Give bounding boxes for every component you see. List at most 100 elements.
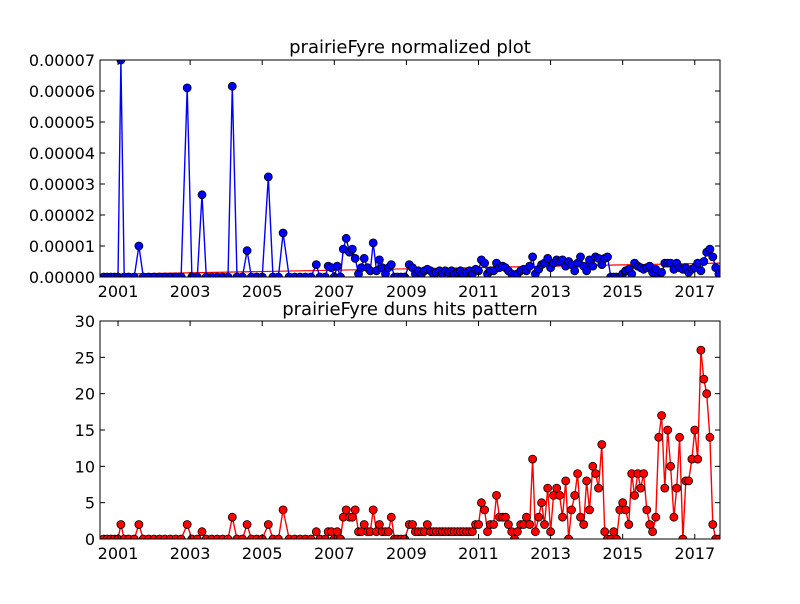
duns-hits-data-point [699,374,709,384]
x-tick-label: 2011 [458,282,499,301]
duns-hits-data-point [134,520,144,529]
duns-hits-data-point [666,461,675,471]
x-tick-label: 2005 [242,282,283,301]
duns-hits-data-point [501,512,510,522]
duns-hits-data-point [278,505,288,515]
normalized-data-point [311,260,321,270]
duns-hits-panel: prairieFyre duns hits pattern 0 5 10 15 20 25… [75,299,721,563]
duns-hits-data-point [588,461,598,471]
normalized-data-point [543,253,553,263]
x-tick-label: 2015 [602,282,643,301]
normalized-data-point [197,190,207,200]
normalized-data-point [368,238,378,248]
normalized-data-point [242,246,252,256]
duns-hits-data-point [579,520,589,529]
duns-hits-data-point [192,534,202,539]
duns-hits-marker-layer [100,345,720,539]
duns-hits-data-point [582,476,591,486]
y-tick-label: 15 [75,421,95,440]
duns-hits-data-point [242,520,252,529]
y-tick-label: 0.00004 [29,144,95,163]
duns-hits-data-point [238,534,247,539]
duns-hits-data-point [274,534,283,539]
normalized-data-point [696,266,706,276]
normalized-data-point [332,261,342,271]
duns-hits-data-point [341,505,351,515]
x-tick-label: 2009 [386,282,427,301]
duns-hits-data-point [639,469,648,479]
x-tick-label: 2013 [530,282,571,301]
duns-hits-data-point [552,483,562,493]
duns-hits-data-point [227,512,237,522]
duns-hits-data-point [503,520,513,529]
duns-hits-data-point [386,512,396,522]
duns-hits-data-point [116,520,126,529]
duns-hits-data-point [648,527,657,537]
x-tick-label: 2005 [242,544,283,563]
duns-hits-data-point [642,505,652,515]
duns-hits-data-point [263,520,273,529]
x-tick-label: 2001 [98,544,139,563]
normalized-data-point [223,272,233,277]
duns-hits-data-point [336,534,345,539]
duns-hits-data-point [476,498,486,508]
y-tick-label: 0.00003 [29,175,95,194]
normalized-data-point [263,172,273,182]
duns-hits-data-point [408,520,417,529]
normalized-data-point [588,261,598,271]
normalized-data-point [576,252,585,262]
normalized-data-point [134,241,144,251]
duns-hits-data-point [474,520,483,529]
duns-hits-data-point [624,520,634,529]
y-tick-label: 0.00000 [29,268,95,287]
duns-hits-data-point [129,534,139,539]
duns-hits-data-point [597,440,607,449]
normalized-data-point [350,253,360,263]
y-tick-label: 30 [75,312,95,331]
x-tick-label: 2011 [458,544,499,563]
duns-hits-data-point [534,512,544,522]
normalized-data-point [192,272,202,277]
y-axis-duns-hits: 0 5 10 15 20 25 30 [75,312,720,549]
normalized-marker-layer [100,60,720,277]
duns-hits-data-point [657,411,666,420]
duns-hits-data-point [537,498,546,508]
duns-hits-data-point [651,512,661,522]
normalized-data-point [227,81,237,91]
duns-hits-data-point [564,534,573,539]
x-tick-label: 2007 [314,544,355,563]
duns-hits-data-point [645,520,655,529]
normalized-data-point [699,257,709,266]
duns-hits-data-point [684,476,693,486]
x-axis-normalized: 2001 2003 2005 2007 2009 2011 2013 2015 2017 [98,60,715,301]
duns-hits-data-point [585,505,594,515]
normalized-data-point [627,269,637,277]
normalized-data-point [278,228,288,238]
x-tick-label: 2017 [674,282,715,301]
normalized-data-point [386,260,396,270]
normalized-data-point [116,60,126,65]
duns-hits-data-point [702,389,712,399]
plot-frame-normalized [99,59,721,278]
duns-hits-data-point [522,512,531,522]
normalized-data-point [129,272,139,277]
normalized-plot-panel: prairieFyre normalized plot 0.000000.000… [29,37,721,301]
chart-title-duns-hits: prairieFyre duns hits pattern [282,299,538,320]
y-tick-label: 0.00007 [29,51,95,70]
duns-hits-data-point [374,520,384,529]
normalized-data-point [708,252,718,262]
duns-hits-data-point [660,483,670,493]
normalized-data-point [320,272,330,277]
duns-hits-data-point [492,490,501,500]
duns-hits-data-point [531,527,540,537]
duns-hits-data-point [422,520,432,529]
duns-hits-data-point [368,505,378,515]
duns-hits-data-point [347,512,357,522]
x-tick-label: 2007 [314,282,355,301]
normalized-data-point [603,252,612,262]
y-tick-label: 10 [75,457,95,476]
duns-hits-data-point [573,469,582,479]
duns-hits-data-point [561,476,571,486]
